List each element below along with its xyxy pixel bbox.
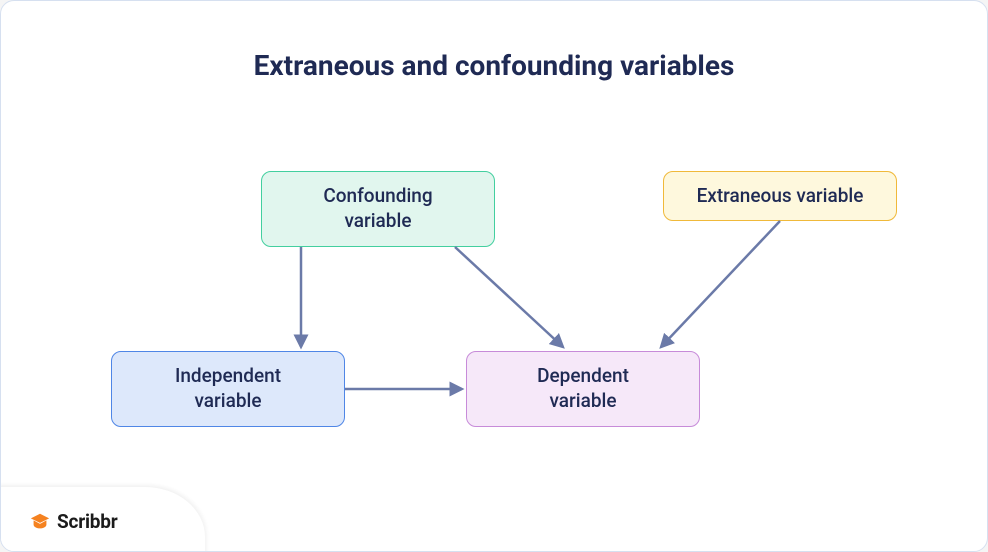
node-dependent-variable: Dependentvariable [466,351,700,427]
arrows-layer [1,1,987,551]
diagram-title: Extraneous and confounding variables [1,49,987,82]
edge-arrow [455,247,563,347]
brand-logo: Scribbr [29,510,118,533]
edge-arrow [661,221,780,347]
diagram-card: Extraneous and confounding variables Con… [0,0,988,552]
graduation-cap-icon [29,511,51,533]
node-confounding-variable: Confoundingvariable [261,171,495,247]
brand-name: Scribbr [57,510,118,533]
node-independent-variable: Independentvariable [111,351,345,427]
node-extraneous-variable: Extraneous variable [663,171,897,221]
